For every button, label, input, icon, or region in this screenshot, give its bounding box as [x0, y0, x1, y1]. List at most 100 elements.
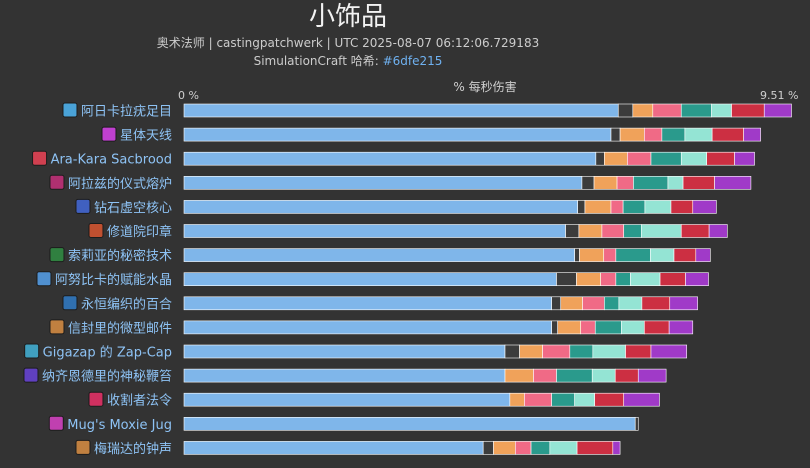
bar-segment-teal[interactable]: [615, 248, 651, 262]
bar-segment-base[interactable]: [183, 272, 557, 287]
category-label[interactable]: 阿拉兹的仪式熔炉: [68, 176, 172, 192]
bar-segment-pink[interactable]: [603, 248, 617, 262]
bar-segment-dark[interactable]: [504, 344, 520, 359]
category-label[interactable]: 索莉亚的秘密技术: [68, 248, 172, 264]
bar-segment-mint[interactable]: [711, 103, 732, 118]
category-label[interactable]: 阿日卡拉疣足目: [81, 105, 172, 120]
bar-segment-red[interactable]: [576, 441, 614, 455]
bar-segment-purple[interactable]: [669, 296, 698, 311]
bar-segment-dark[interactable]: [617, 103, 634, 118]
category-label[interactable]: 收割者法令: [107, 393, 172, 409]
bar-segment-mint[interactable]: [650, 248, 675, 262]
bar-segment-pink[interactable]: [644, 127, 663, 142]
bar-segment-pink[interactable]: [580, 320, 596, 335]
bar-segment-base[interactable]: [183, 248, 575, 262]
bar-segment-purple[interactable]: [695, 248, 711, 262]
category-label[interactable]: 纳齐恩德里的神秘鞭笞: [42, 369, 172, 385]
bar-segment-base[interactable]: [183, 368, 506, 383]
bar-segment-mint[interactable]: [680, 151, 708, 166]
bar-segment-teal[interactable]: [633, 176, 669, 190]
bar-segment-teal[interactable]: [556, 368, 593, 383]
bar-segment-mint[interactable]: [644, 200, 672, 214]
bar-segment-orange[interactable]: [593, 176, 618, 190]
bar-segment-dark[interactable]: [482, 441, 494, 455]
bar-segment-purple[interactable]: [685, 272, 709, 287]
category-label[interactable]: 星体天线: [120, 129, 172, 144]
bar-segment-red[interactable]: [614, 368, 639, 383]
bar-segment-red[interactable]: [641, 296, 671, 311]
category-label[interactable]: 梅瑞达的钟声: [94, 441, 172, 457]
bar-segment-pink[interactable]: [542, 344, 571, 359]
bar-segment-pink[interactable]: [515, 441, 532, 455]
bar-segment-teal[interactable]: [650, 151, 682, 166]
bar-segment-red[interactable]: [711, 127, 744, 142]
bar-segment-teal[interactable]: [622, 200, 646, 214]
bar-segment-dark[interactable]: [581, 176, 595, 190]
bar-segment-dark[interactable]: [610, 127, 621, 142]
bar-segment-base[interactable]: [183, 344, 506, 359]
bar-segment-orange[interactable]: [584, 200, 612, 214]
bar-segment-pink[interactable]: [600, 272, 617, 287]
bar-segment-purple[interactable]: [623, 392, 660, 407]
bar-segment-purple[interactable]: [612, 441, 621, 455]
category-label[interactable]: 钻石虚空核心: [94, 201, 172, 216]
bar-segment-base[interactable]: [183, 392, 511, 407]
category-label[interactable]: 阿努比卡的赋能水晶: [55, 272, 172, 288]
bar-segment-red[interactable]: [659, 272, 686, 287]
bar-segment-dark[interactable]: [565, 224, 580, 238]
bar-segment-pink[interactable]: [524, 392, 552, 407]
category-label[interactable]: Gigazap 的 Zap-Cap: [43, 345, 172, 361]
bar-segment-red[interactable]: [706, 151, 735, 166]
bar-segment-orange[interactable]: [604, 151, 628, 166]
bar-segment-teal[interactable]: [530, 441, 551, 455]
category-label[interactable]: 修道院印章: [107, 224, 172, 240]
bar-segment-orange[interactable]: [576, 272, 602, 287]
bar-segment-orange[interactable]: [519, 344, 543, 359]
bar-segment-base[interactable]: [183, 176, 583, 190]
bar-segment-mint[interactable]: [574, 392, 595, 407]
bar-segment-red[interactable]: [670, 200, 694, 214]
bar-segment-base[interactable]: [183, 441, 484, 455]
bar-segment-orange[interactable]: [578, 224, 603, 238]
bar-segment-red[interactable]: [594, 392, 625, 407]
bar-segment-mint[interactable]: [667, 176, 684, 190]
bar-segment-red[interactable]: [680, 224, 710, 238]
bar-segment-orange[interactable]: [632, 103, 654, 118]
bar-segment-teal[interactable]: [615, 272, 631, 287]
bar-segment-pink[interactable]: [601, 224, 625, 238]
bar-segment-purple[interactable]: [763, 103, 792, 118]
bar-segment-teal[interactable]: [551, 392, 575, 407]
bar-segment-orange[interactable]: [509, 392, 525, 407]
bar-segment-orange[interactable]: [504, 368, 534, 383]
category-label[interactable]: Mug's Moxie Jug: [67, 418, 172, 433]
bar-segment-red[interactable]: [673, 248, 697, 262]
bar-segment-teal[interactable]: [594, 320, 622, 335]
bar-segment-dark[interactable]: [551, 296, 562, 311]
bar-segment-red[interactable]: [644, 320, 670, 335]
bar-segment-orange[interactable]: [560, 296, 583, 311]
bar-segment-mint[interactable]: [630, 272, 661, 287]
bar-segment-pink[interactable]: [616, 176, 634, 190]
bar-segment-pink[interactable]: [582, 296, 605, 311]
bar-segment-purple[interactable]: [714, 176, 752, 190]
bar-segment-mint[interactable]: [620, 320, 645, 335]
bar-segment-orange[interactable]: [493, 441, 516, 455]
bar-segment-base[interactable]: [183, 296, 552, 311]
bar-segment-teal[interactable]: [604, 296, 620, 311]
bar-segment-purple[interactable]: [650, 344, 688, 359]
bar-segment-base[interactable]: [183, 320, 552, 335]
category-label[interactable]: 信封里的微型邮件: [68, 320, 172, 336]
bar-segment-mint[interactable]: [684, 127, 713, 142]
bar-segment-orange[interactable]: [579, 248, 605, 262]
hash-link[interactable]: #6dfe215: [383, 54, 443, 68]
bar-segment-purple[interactable]: [637, 368, 667, 383]
bar-segment-teal[interactable]: [661, 127, 686, 142]
bar-segment-base[interactable]: [183, 200, 578, 214]
bar-segment-teal[interactable]: [623, 224, 642, 238]
bar-segment-teal[interactable]: [569, 344, 594, 359]
bar-segment-mint[interactable]: [549, 441, 578, 455]
bar-segment-dark[interactable]: [556, 272, 577, 287]
bar-segment-dark[interactable]: [634, 416, 639, 431]
bar-segment-orange[interactable]: [557, 320, 582, 335]
bar-segment-purple[interactable]: [668, 320, 694, 335]
